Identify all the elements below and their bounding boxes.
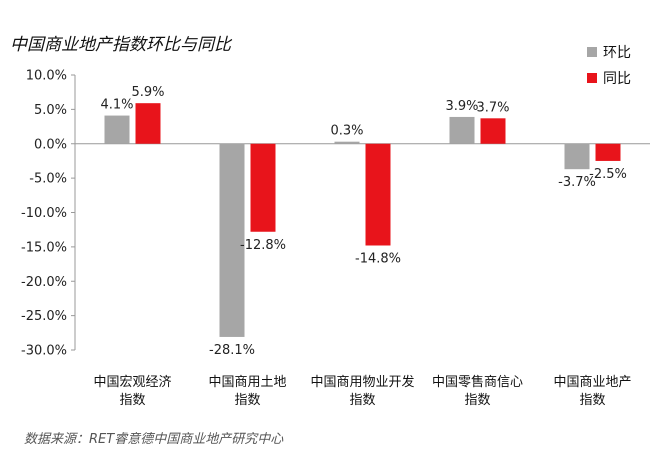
category-labels: 中国宏观经济指数中国商用土地指数中国商用物业开发指数中国零售商信心指数中国商业地… bbox=[93, 374, 631, 408]
y-tick-label: 0.0% bbox=[34, 137, 67, 152]
legend-label: 环比 bbox=[603, 45, 631, 61]
y-tick-label: 10.0% bbox=[26, 69, 67, 84]
source-note: 数据来源：RET睿意德中国商业地产研究中心 bbox=[24, 432, 284, 447]
data-label: 3.7% bbox=[476, 100, 509, 115]
bar-chart: 10.0% 5.0% 0.0% -5.0% -10.0% -15.0% -20.0% -25.… bbox=[21, 45, 650, 408]
category-label: 中国商用物业开发 bbox=[310, 374, 414, 390]
bar-yoy bbox=[365, 143, 391, 246]
data-labels: 4.1%5.9% -28.1% -12.8% 0.3% -14.8% 3.9%3.7% -3… bbox=[100, 85, 626, 358]
bar-mom bbox=[564, 143, 590, 170]
category-label: 中国商业地产 bbox=[553, 375, 631, 390]
category-label: 中国宏观经济 bbox=[93, 375, 171, 390]
category-label: 指数 bbox=[464, 393, 490, 408]
category-label: 指数 bbox=[579, 393, 605, 408]
data-label: -28.1% bbox=[209, 343, 255, 358]
data-label: -12.8% bbox=[240, 238, 286, 253]
data-label: 4.1% bbox=[100, 98, 133, 113]
bar-yoy bbox=[250, 143, 276, 232]
y-axis: 10.0% 5.0% 0.0% -5.0% -10.0% -15.0% -20.0% -25.… bbox=[21, 69, 650, 359]
category-label: 中国商用土地 bbox=[208, 375, 286, 390]
y-tick-label: -30.0% bbox=[21, 344, 67, 359]
bar-mom bbox=[219, 143, 245, 337]
category-label: 中国零售商信心 bbox=[432, 374, 523, 390]
y-tick-label: -20.0% bbox=[21, 275, 67, 290]
bar-mom bbox=[334, 141, 360, 144]
data-label: 0.3% bbox=[330, 124, 363, 139]
data-label: -2.5% bbox=[589, 167, 627, 182]
data-label: -3.7% bbox=[558, 175, 596, 190]
bar-mom bbox=[104, 115, 130, 144]
legend-swatch bbox=[587, 47, 597, 57]
category-label: 指数 bbox=[349, 393, 375, 408]
y-tick-label: 5.0% bbox=[34, 103, 67, 118]
bar-yoy bbox=[135, 103, 161, 144]
y-tick-label: -25.0% bbox=[21, 309, 67, 324]
data-label: -14.8% bbox=[355, 252, 401, 267]
chart-title: 中国商业地产指数环比与同比 bbox=[10, 35, 231, 55]
y-tick-label: -5.0% bbox=[29, 172, 67, 187]
legend-swatch bbox=[587, 73, 597, 83]
category-label: 指数 bbox=[234, 393, 260, 408]
y-tick-label: -15.0% bbox=[21, 240, 67, 255]
bars bbox=[104, 103, 621, 337]
y-tick-label: -10.0% bbox=[21, 206, 67, 221]
legend-label: 同比 bbox=[603, 71, 631, 87]
bar-yoy bbox=[595, 143, 621, 161]
category-label: 指数 bbox=[119, 393, 145, 408]
data-label: 3.9% bbox=[445, 99, 478, 114]
data-label: 5.9% bbox=[131, 85, 164, 100]
bar-yoy bbox=[480, 118, 506, 144]
bar-mom bbox=[449, 116, 475, 144]
